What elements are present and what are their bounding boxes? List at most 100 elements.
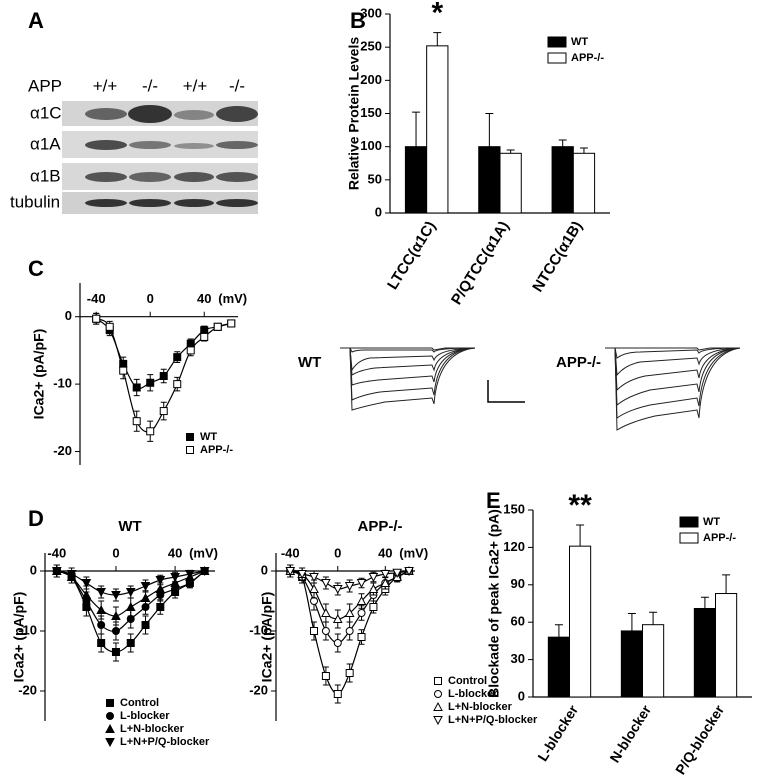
y-axis-label: ICa2+ (pA/pF) xyxy=(11,592,27,683)
legend-label: L+N+P/Q-blocker xyxy=(120,736,210,748)
marker xyxy=(309,573,319,583)
marker xyxy=(186,433,194,441)
y-tick-label: 90 xyxy=(511,576,525,591)
chart-title: WT xyxy=(118,518,141,535)
marker xyxy=(199,567,210,577)
marker xyxy=(433,701,443,711)
marker xyxy=(185,570,195,580)
marker xyxy=(309,583,319,593)
marker xyxy=(369,603,378,611)
marker xyxy=(333,639,342,647)
x-tick-label: N-blocker xyxy=(606,702,654,766)
marker xyxy=(345,627,354,635)
y-tick-label: -20 xyxy=(53,443,72,458)
marker xyxy=(105,738,115,748)
marker xyxy=(96,588,107,598)
band-label: α1B xyxy=(30,166,61,185)
x-tick-label: NTCC(α1B) xyxy=(529,218,586,295)
marker xyxy=(119,366,128,375)
panel-label: E xyxy=(486,488,501,513)
trace xyxy=(605,347,741,431)
y-tick-label: 30 xyxy=(511,651,525,666)
marker xyxy=(310,597,319,605)
y-tick-label: 0 xyxy=(65,308,72,323)
bar xyxy=(426,45,449,214)
legend-label: WT xyxy=(200,431,217,443)
marker xyxy=(434,677,442,685)
marker xyxy=(186,346,195,355)
error-bar xyxy=(485,113,494,147)
significance: ** xyxy=(568,489,592,522)
marker xyxy=(357,609,366,617)
marker xyxy=(170,577,180,587)
legend-label: Control xyxy=(120,697,159,709)
panel-label: A xyxy=(28,8,44,33)
marker xyxy=(434,690,442,698)
x-tick-label: 40 xyxy=(378,545,392,560)
marker xyxy=(146,378,155,387)
error-bar xyxy=(649,611,658,625)
y-tick-label: -10 xyxy=(249,622,268,637)
current-traces: WT APP-/- xyxy=(298,347,741,431)
marker xyxy=(140,592,151,602)
marker xyxy=(106,712,114,720)
marker xyxy=(105,723,115,733)
y-tick-label: 60 xyxy=(511,614,525,629)
marker xyxy=(186,446,194,454)
y-axis-label: ICa2+ (pA/pF) xyxy=(259,592,275,683)
marker xyxy=(105,322,114,331)
x-tick-label: -40 xyxy=(47,545,66,560)
marker xyxy=(97,639,106,647)
marker xyxy=(111,648,120,656)
bar xyxy=(551,146,574,214)
trace xyxy=(605,347,741,392)
y-tick-label: 50 xyxy=(368,171,382,186)
marker xyxy=(92,314,101,323)
bar xyxy=(572,152,596,214)
marker xyxy=(310,627,319,635)
marker xyxy=(97,621,106,629)
trace xyxy=(340,347,476,353)
marker xyxy=(173,380,182,389)
y-tick-label: 120 xyxy=(503,539,525,554)
genotype: -/- xyxy=(229,76,245,95)
error-bar xyxy=(558,139,567,147)
legend-label: L-blocker xyxy=(448,688,498,700)
blot: APP +/+ -/- +/+ -/- α1C α1A α1B tubulin xyxy=(10,76,258,214)
y-tick-label: 200 xyxy=(360,72,382,87)
legend-swatch xyxy=(547,52,567,64)
panel-label: C xyxy=(28,256,44,281)
y-tick-label: 0 xyxy=(375,204,382,219)
y-tick-label: 0 xyxy=(30,562,37,577)
marker xyxy=(125,588,136,598)
bar xyxy=(693,607,717,698)
legend-label: APP-/- xyxy=(571,52,604,64)
bar xyxy=(478,146,501,214)
marker xyxy=(344,607,355,617)
marker xyxy=(159,372,168,381)
marker xyxy=(155,583,166,593)
trace xyxy=(605,347,741,359)
marker xyxy=(51,567,62,577)
marker xyxy=(321,627,330,635)
trace xyxy=(340,347,476,401)
x-tick-label: LTCC(α1C) xyxy=(384,218,439,293)
marker xyxy=(227,319,236,328)
trace xyxy=(605,347,740,351)
marker xyxy=(332,613,343,623)
bands xyxy=(85,105,258,207)
marker xyxy=(126,639,135,647)
marker xyxy=(380,570,391,580)
legend-label: L+N-blocker xyxy=(448,701,513,713)
legend-label: Control xyxy=(448,675,487,687)
blot-row-label: APP xyxy=(28,76,62,95)
marker xyxy=(368,583,379,593)
bar xyxy=(715,593,738,698)
marker xyxy=(111,627,120,635)
marker xyxy=(368,573,379,583)
y-tick-label: 150 xyxy=(503,501,525,516)
genotype: -/- xyxy=(142,76,158,95)
marker xyxy=(321,672,330,680)
trace xyxy=(605,347,741,407)
